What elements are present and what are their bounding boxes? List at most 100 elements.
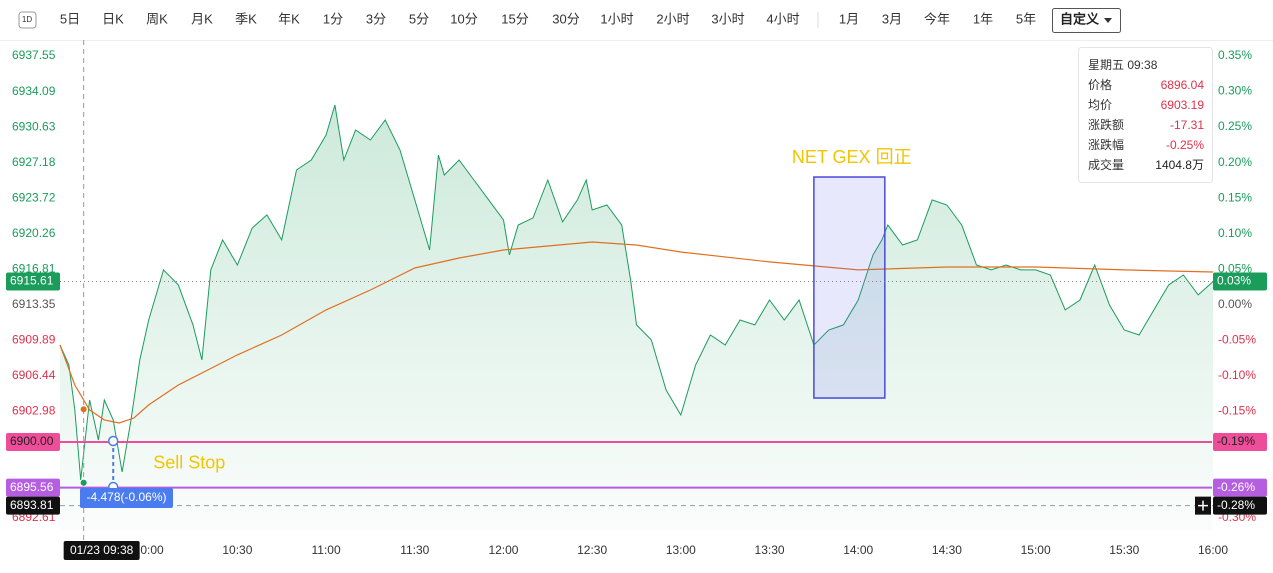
crosshair-y-badge-bg (6, 496, 60, 515)
x-tick-label: 15:30 (1109, 543, 1139, 557)
crosshair-y2-badge: -0.28% (1217, 498, 1255, 512)
y-tick-label: 6909.89 (12, 333, 56, 347)
price-dot (80, 479, 87, 486)
toolbar-item[interactable]: 季K (235, 11, 257, 26)
level-pct-badge: -0.19% (1217, 434, 1255, 448)
y-tick-label: 6923.72 (12, 190, 56, 204)
x-tick-label: 12:00 (488, 543, 518, 557)
custom-button-label[interactable]: 自定义 (1060, 11, 1100, 26)
last-pct-badge: 0.03% (1217, 274, 1251, 288)
toolbar-item[interactable]: 月K (191, 11, 213, 26)
level-pct-badge-bg (1213, 478, 1267, 497)
y2-tick-label: 0.30% (1218, 84, 1252, 98)
toolbar-item[interactable]: 3月 (882, 11, 902, 26)
y2-tick-label: -0.05% (1218, 332, 1256, 346)
y2-tick-label: 0.00% (1218, 297, 1252, 311)
x-tick-label: 10:30 (222, 543, 252, 557)
x-tick-label: 14:00 (843, 543, 873, 557)
toolbar-item[interactable]: 1年 (973, 11, 993, 26)
toolbar-item[interactable]: 5分 (409, 11, 429, 26)
price-line (59, 104, 1214, 480)
toolbar-item[interactable]: 2小时 (656, 11, 689, 26)
gex-box (813, 176, 886, 399)
toolbar-icon[interactable] (18, 11, 37, 29)
x-tick-label: 15:00 (1021, 543, 1051, 557)
toolbar-item[interactable]: 1月 (839, 11, 859, 26)
toolbar-item[interactable]: 1分 (323, 11, 343, 26)
level-pct-badge-bg (1213, 433, 1267, 452)
crosshair-x-badge-bg (63, 541, 140, 560)
tooltip-value: 6903.19 (1161, 98, 1205, 112)
y2-tick-label: 0.05% (1218, 261, 1252, 275)
level-badge: 6895.56 (10, 480, 54, 494)
level-badge-bg (6, 433, 60, 452)
y-tick-label: 6937.55 (12, 48, 56, 62)
toolbar-item[interactable]: 今年 (924, 11, 950, 26)
tooltip-box (1078, 47, 1213, 183)
y2-tick-label: 0.10% (1218, 226, 1252, 240)
crosshair-x-badge: 01/23 09:38 (70, 543, 134, 557)
tooltip-value: 6896.04 (1161, 78, 1205, 92)
last-price-badge-bg (6, 272, 60, 291)
tooltip-header: 星期五 09:38 (1088, 58, 1158, 72)
y-tick-label: 6934.09 (12, 84, 56, 98)
y-tick-label: 6916.81 (12, 261, 56, 275)
y-tick-label: 6930.63 (12, 119, 56, 133)
y2-tick-label: -0.10% (1218, 368, 1256, 382)
x-tick-label: 11:00 (312, 543, 341, 557)
gex-label: NET GEX 回正 (792, 147, 912, 167)
y2-tick-label: 0.15% (1218, 190, 1252, 204)
x-tick-label: 13:30 (755, 543, 785, 557)
tooltip-label: 成交量 (1088, 157, 1124, 172)
toolbar-item[interactable]: 1小时 (600, 11, 633, 26)
measure-handle[interactable] (107, 435, 119, 447)
toolbar-item[interactable]: 3小时 (711, 11, 744, 26)
toolbar-item[interactable]: 3分 (366, 11, 386, 26)
level-badge: 6900.00 (10, 434, 54, 448)
tooltip-label: 均价 (1088, 98, 1112, 112)
toolbar-item[interactable]: 5年 (1016, 11, 1036, 26)
x-tick-label: 12:30 (577, 543, 607, 557)
last-price-badge: 6915.61 (10, 274, 54, 288)
toolbar-item[interactable]: 5日 (60, 11, 80, 26)
average-dot (80, 406, 87, 413)
dropdown-arrow (1104, 18, 1112, 23)
y-tick-label: 6906.44 (12, 368, 56, 382)
y-tick-label: 6927.18 (12, 155, 56, 169)
toolbar-item[interactable]: 周K (146, 11, 168, 26)
x-tick-label: 16:00 (1198, 543, 1228, 557)
tooltip-label: 涨跌幅 (1088, 137, 1124, 152)
tooltip-value: -0.25% (1166, 138, 1204, 152)
x-tick-label: 13:00 (666, 543, 696, 557)
sell-stop-label: Sell Stop (153, 452, 225, 472)
add-icon (1198, 500, 1208, 511)
y-tick-label: 6913.35 (12, 297, 56, 311)
y-tick-label: 6902.98 (12, 404, 56, 418)
tooltip-value: -17.31 (1170, 118, 1204, 132)
toolbar-item[interactable]: 15分 (501, 11, 528, 26)
tooltip-label: 价格 (1088, 77, 1112, 92)
last-pct-badge-bg (1213, 272, 1267, 291)
toolbar-item[interactable]: 4小时 (766, 11, 799, 26)
custom-button[interactable] (1052, 8, 1121, 33)
toolbar-item[interactable]: 年K (278, 11, 300, 26)
toolbar-item[interactable]: 1D (22, 15, 32, 24)
level-pct-badge: -0.26% (1217, 480, 1255, 494)
tooltip-label: 涨跌额 (1088, 117, 1124, 132)
measure-box (80, 488, 173, 509)
y2-tick-label: 0.35% (1218, 48, 1252, 62)
average-line (59, 241, 1214, 424)
crosshair-y-badge: 6893.81 (10, 498, 54, 512)
y-tick-label: 6920.26 (12, 226, 56, 240)
measure-label: -4.478(-0.06%) (86, 490, 166, 504)
toolbar-item[interactable]: 日K (102, 11, 124, 26)
y2-tick-label: 0.25% (1218, 119, 1252, 133)
toolbar-item[interactable]: 10分 (450, 11, 477, 26)
price-area (60, 105, 1213, 530)
x-tick-label: 14:30 (932, 543, 962, 557)
x-tick-label: 10:00 (134, 543, 164, 557)
crosshair-y2-badge-bg (1213, 496, 1267, 515)
toolbar-item[interactable]: 30分 (552, 11, 579, 26)
